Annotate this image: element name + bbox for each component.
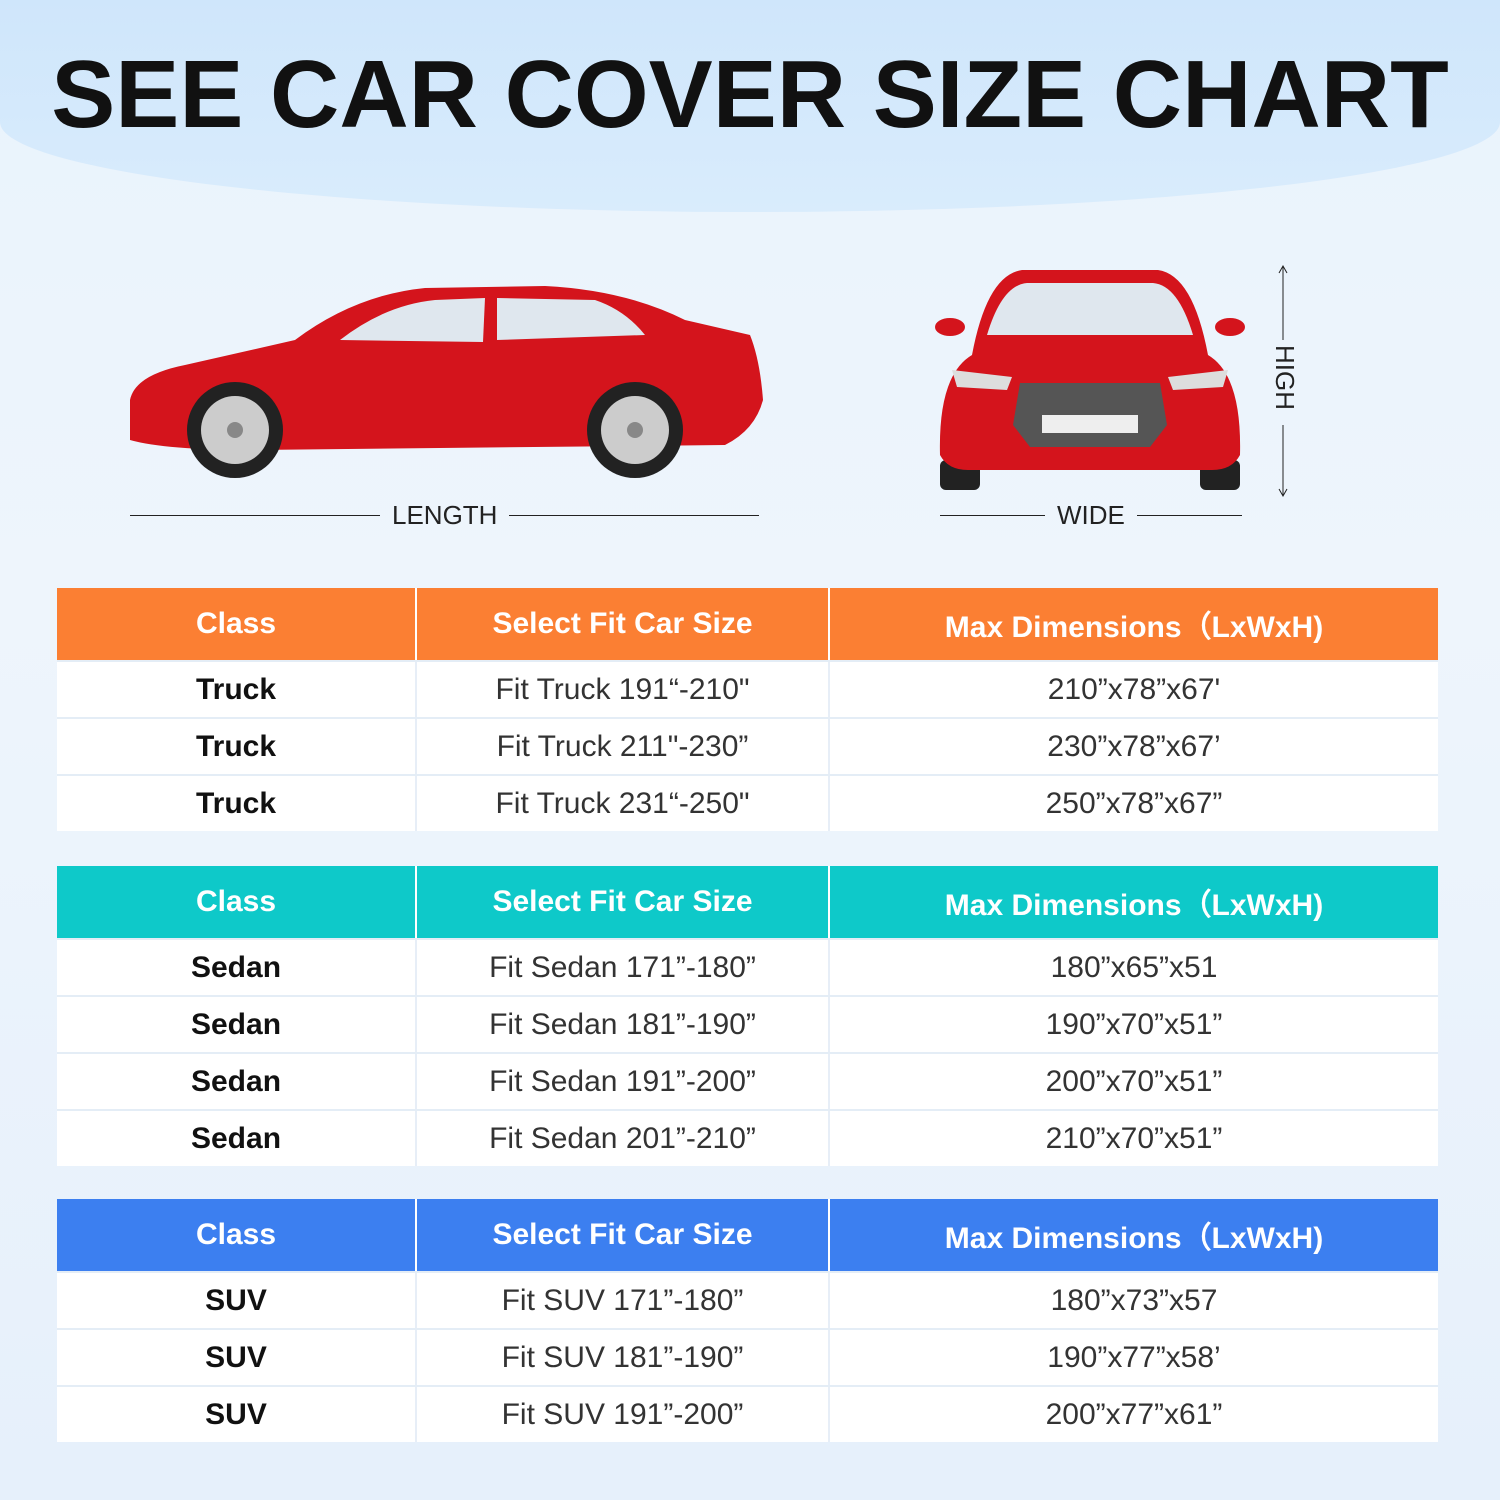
header-max: Max Dimensions（LxWxH)	[944, 611, 1324, 644]
cell-class: Truck	[57, 776, 417, 831]
table-row: SUV Fit SUV 181”-190” 190”x77”x58’	[57, 1328, 1438, 1385]
cell-max: 180”x73”x57	[1050, 1283, 1218, 1317]
table-row: Truck Fit Truck 211"-230” 230”x78”x67’	[57, 717, 1438, 774]
table-header: Class Select Fit Car Size Max Dimensions…	[57, 866, 1438, 938]
high-label: HIGH	[1270, 345, 1300, 410]
cell-max: 200”x77”x61”	[1045, 1397, 1223, 1431]
length-label: LENGTH	[392, 500, 498, 530]
header-class: Class	[57, 1199, 417, 1271]
table-row: Sedan Fit Sedan 181”-190” 190”x70”x51”	[57, 995, 1438, 1052]
cell-class: Truck	[57, 662, 417, 717]
cell-max: 230”x78”x67’	[1047, 729, 1221, 763]
cell-fit: Fit SUV 191”-200”	[417, 1387, 830, 1442]
height-arrow	[1278, 265, 1288, 497]
header-fit: Select Fit Car Size	[417, 1199, 830, 1271]
cell-max: 250”x78”x67”	[1045, 786, 1223, 820]
page-title: SEE CAR COVER SIZE CHART	[51, 41, 1449, 148]
cell-max: 210”x70”x51”	[1045, 1121, 1223, 1155]
header-class: Class	[57, 588, 417, 660]
cell-fit: Fit Sedan 171”-180”	[417, 940, 830, 995]
header-max: Max Dimensions（LxWxH)	[944, 889, 1324, 922]
table-row: Sedan Fit Sedan 201”-210” 210”x70”x51”	[57, 1109, 1438, 1166]
cell-fit: Fit Truck 211"-230”	[417, 719, 830, 774]
cell-fit: Fit SUV 181”-190”	[417, 1330, 830, 1385]
cell-fit: Fit Truck 231“-250"	[417, 776, 830, 831]
table-header: Class Select Fit Car Size Max Dimensions…	[57, 588, 1438, 660]
wide-arrow-left	[940, 515, 1045, 516]
wide-label: WIDE	[1057, 500, 1125, 530]
table-row: SUV Fit SUV 191”-200” 200”x77”x61”	[57, 1385, 1438, 1442]
sedan-front-view-image	[935, 270, 1245, 490]
table-row: Truck Fit Truck 231“-250" 250”x78”x67”	[57, 774, 1438, 831]
sedan-side-view-image	[130, 286, 763, 478]
cell-class: Truck	[57, 719, 417, 774]
cell-max: 180”x65”x51	[1050, 950, 1218, 984]
length-arrow-right	[509, 515, 760, 516]
header-class: Class	[57, 866, 417, 938]
wide-arrow-right	[1136, 515, 1242, 516]
cell-max: 200”x70”x51”	[1045, 1064, 1223, 1098]
header-background	[0, 0, 1500, 212]
table-row: Sedan Fit Sedan 191”-200” 200”x70”x51”	[57, 1052, 1438, 1109]
header-max: Max Dimensions（LxWxH)	[944, 1222, 1324, 1255]
wide-dimension: WIDE	[940, 500, 1242, 531]
sedan-size-table: Class Select Fit Car Size Max Dimensions…	[57, 866, 1438, 1166]
cell-fit: Fit Sedan 201”-210”	[417, 1111, 830, 1166]
cell-class: Sedan	[57, 1111, 417, 1166]
table-row: SUV Fit SUV 171”-180” 180”x73”x57	[57, 1271, 1438, 1328]
header-fit: Select Fit Car Size	[417, 866, 830, 938]
cell-class: SUV	[57, 1387, 417, 1442]
cell-class: SUV	[57, 1330, 417, 1385]
cell-class: Sedan	[57, 1054, 417, 1109]
cell-fit: Fit Sedan 191”-200”	[417, 1054, 830, 1109]
cell-max: 190”x70”x51”	[1045, 1007, 1223, 1041]
header-fit: Select Fit Car Size	[417, 588, 830, 660]
cell-max: 210”x78”x67'	[1047, 672, 1221, 706]
length-dimension: LENGTH	[130, 500, 760, 531]
table-row: Sedan Fit Sedan 171”-180” 180”x65”x51	[57, 938, 1438, 995]
cell-class: Sedan	[57, 940, 417, 995]
cell-fit: Fit SUV 171”-180”	[417, 1273, 830, 1328]
cell-class: Sedan	[57, 997, 417, 1052]
suv-size-table: Class Select Fit Car Size Max Dimensions…	[57, 1199, 1438, 1442]
cell-fit: Fit Truck 191“-210"	[417, 662, 830, 717]
cell-class: SUV	[57, 1273, 417, 1328]
cell-fit: Fit Sedan 181”-190”	[417, 997, 830, 1052]
table-header: Class Select Fit Car Size Max Dimensions…	[57, 1199, 1438, 1271]
table-row: Truck Fit Truck 191“-210" 210”x78”x67'	[57, 660, 1438, 717]
truck-size-table: Class Select Fit Car Size Max Dimensions…	[57, 588, 1438, 831]
length-arrow-left	[130, 515, 380, 516]
cell-max: 190”x77”x58’	[1047, 1340, 1221, 1374]
